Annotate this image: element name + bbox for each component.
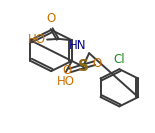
Text: O: O xyxy=(46,12,56,25)
Text: Cl: Cl xyxy=(113,53,125,66)
Text: HO: HO xyxy=(57,75,75,88)
Text: O: O xyxy=(62,64,72,77)
Text: S: S xyxy=(78,59,88,74)
Text: HO: HO xyxy=(28,33,46,46)
Text: HN: HN xyxy=(69,39,86,52)
Text: O: O xyxy=(93,57,102,70)
